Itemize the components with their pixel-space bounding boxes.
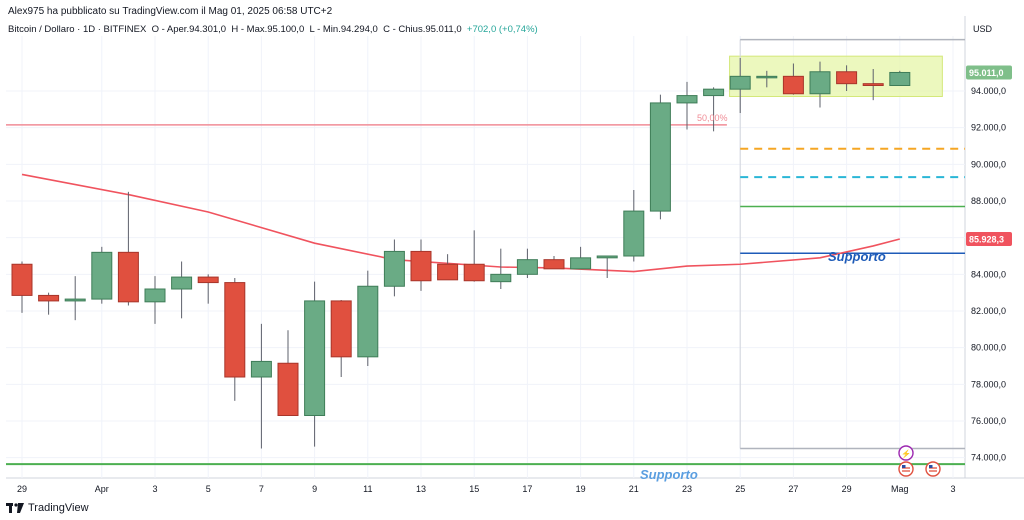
candle-body[interactable] — [277, 362, 299, 416]
x-tick-label: 17 — [522, 484, 532, 494]
open-value: O - Aper.94.301,0 — [151, 24, 227, 35]
candle-body[interactable] — [490, 273, 512, 283]
price-chart[interactable]: USD 74.000,0 76.000,0 78.000,0 80.000,0 82.00… — [0, 0, 1024, 500]
y-tick-label: 74.000,0 — [971, 453, 1006, 463]
y-tick-label: 78.000,0 — [971, 379, 1006, 389]
x-tick-label: Mag — [891, 484, 909, 494]
fib-50-label: 50,00% — [697, 113, 728, 123]
candle-body[interactable] — [357, 285, 379, 358]
change-value: +702,0 (+0,74%) — [466, 24, 538, 35]
candle-body[interactable] — [809, 71, 831, 95]
x-tick-label: 3 — [152, 484, 157, 494]
brand-name: TradingView — [28, 502, 89, 514]
candle-body[interactable] — [596, 255, 618, 259]
price-tag-label: 85.928,3 — [969, 234, 1004, 244]
candle-body[interactable] — [330, 300, 352, 358]
symbol-legend: Bitcoin / Dollaro · 1D · BITFINEX O - Ap… — [8, 24, 538, 35]
x-tick-label: 11 — [363, 484, 372, 494]
candle-body[interactable] — [756, 75, 778, 79]
lightning-glyph: ⚡ — [901, 449, 911, 459]
candle-body[interactable] — [836, 71, 858, 85]
x-tick-label: 5 — [206, 484, 211, 494]
candle-body[interactable] — [463, 263, 485, 282]
symbol-name[interactable]: Bitcoin / Dollaro · 1D · BITFINEX — [8, 24, 147, 35]
candle-body[interactable] — [703, 88, 725, 97]
candle-body[interactable] — [11, 263, 33, 296]
candle-body[interactable] — [383, 250, 405, 287]
candle-body[interactable] — [38, 294, 60, 302]
candle-body[interactable] — [889, 71, 911, 86]
x-tick-label: 27 — [788, 484, 798, 494]
tradingview-logo-icon — [6, 503, 24, 513]
us-flag-event-icon-2-canton — [929, 465, 933, 468]
low-value: L - Min.94.294,0 — [309, 24, 378, 35]
high-value: H - Max.95.100,0 — [231, 24, 305, 35]
candle-body[interactable] — [250, 360, 272, 378]
x-tick-label: 7 — [259, 484, 264, 494]
x-tick-label: 25 — [735, 484, 745, 494]
moving-average-line — [21, 173, 901, 273]
footer-brand: TradingView — [6, 502, 89, 514]
publisher-line: Alex975 ha pubblicato su TradingView.com… — [8, 6, 333, 17]
candle-body[interactable] — [117, 251, 139, 303]
candle-body[interactable] — [64, 298, 86, 302]
x-tick-label: 9 — [312, 484, 317, 494]
support-label-lower: Supporto — [640, 467, 698, 482]
y-tick-label: 80.000,0 — [971, 343, 1006, 353]
candle-body[interactable] — [437, 263, 459, 281]
price-tag — [966, 231, 1012, 246]
x-tick-label: 29 — [842, 484, 852, 494]
us-flag-event-icon-2[interactable] — [925, 461, 941, 477]
event-lightning-icon[interactable] — [898, 445, 914, 461]
close-value: C - Chius.95.011,0 — [383, 24, 462, 35]
support-label-upper: Supporto — [828, 249, 886, 264]
candle-body[interactable] — [543, 259, 565, 270]
candle-body[interactable] — [729, 75, 751, 90]
y-tick-label: 94.000,0 — [971, 86, 1006, 96]
us-flag-event-icon-canton — [902, 465, 906, 468]
y-tick-label: 84.000,0 — [971, 269, 1006, 279]
candle-body[interactable] — [197, 276, 219, 284]
x-tick-label: Apr — [95, 484, 109, 494]
candle-body[interactable] — [782, 75, 804, 95]
candle-body[interactable] — [862, 83, 884, 86]
candle-body[interactable] — [144, 288, 166, 303]
x-tick-label: 29 — [17, 484, 27, 494]
candle-body[interactable] — [91, 251, 113, 300]
y-tick-label: 92.000,0 — [971, 123, 1006, 133]
candle-body[interactable] — [516, 259, 538, 275]
x-tick-label: 13 — [416, 484, 426, 494]
candle-body[interactable] — [410, 250, 432, 282]
x-tick-label: 19 — [576, 484, 586, 494]
currency-label: USD — [973, 24, 993, 34]
y-tick-label: 82.000,0 — [971, 306, 1006, 316]
candle-body[interactable] — [171, 276, 193, 290]
candle-body[interactable] — [570, 257, 592, 270]
price-tag-label: 95.011,0 — [969, 68, 1004, 78]
candle-body[interactable] — [224, 282, 246, 378]
candle-body[interactable] — [623, 210, 645, 257]
candle-body[interactable] — [304, 300, 326, 416]
y-tick-label: 90.000,0 — [971, 159, 1006, 169]
x-tick-label: 3 — [950, 484, 955, 494]
x-tick-label: 23 — [682, 484, 692, 494]
candle-body[interactable] — [649, 102, 671, 212]
y-tick-label: 76.000,0 — [971, 416, 1006, 426]
candle-body[interactable] — [676, 95, 698, 104]
x-tick-label: 21 — [629, 484, 639, 494]
x-tick-label: 15 — [469, 484, 479, 494]
us-flag-event-icon[interactable] — [898, 461, 914, 477]
price-tag — [966, 65, 1012, 80]
y-tick-label: 88.000,0 — [971, 196, 1006, 206]
